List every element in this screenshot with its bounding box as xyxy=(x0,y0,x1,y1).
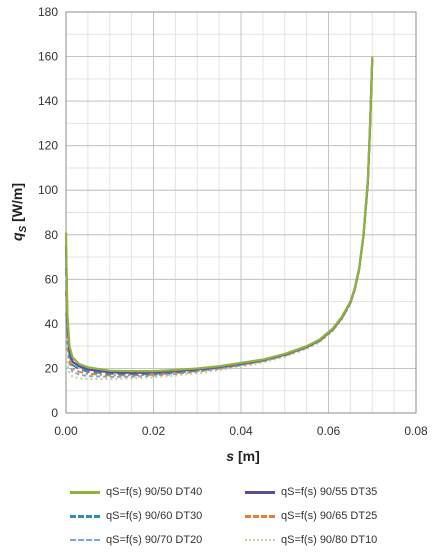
y-tick-label: 100 xyxy=(38,183,58,197)
legend-swatch-dt40 xyxy=(70,490,100,494)
y-axis-label: qS [W/m] xyxy=(9,183,29,241)
legend-item-dt10: qS=f(s) 90/80 DT10 xyxy=(245,534,420,546)
legend-label-dt35: qS=f(s) 90/55 DT35 xyxy=(281,486,378,498)
y-tick-label: 140 xyxy=(38,94,58,108)
y-tick-label: 20 xyxy=(45,361,59,375)
legend-item-dt40: qS=f(s) 90/50 DT40 xyxy=(70,486,245,498)
y-tick-label: 120 xyxy=(38,139,58,153)
plot-area-frame xyxy=(65,11,417,414)
legend-swatch-dt25 xyxy=(245,514,275,518)
x-tick-label: 0.00 xyxy=(54,424,78,438)
x-axis-label-unit: [m] xyxy=(234,448,260,464)
legend-label-dt30: qS=f(s) 90/60 DT30 xyxy=(106,510,203,522)
chart-legend: qS=f(s) 90/50 DT40 qS=f(s) 90/55 DT35 qS… xyxy=(70,480,430,552)
legend-row: qS=f(s) 90/50 DT40 qS=f(s) 90/55 DT35 xyxy=(70,480,430,504)
x-tick-label: 0.04 xyxy=(229,424,253,438)
x-axis-tick-labels: 0.00 0.02 0.04 0.06 0.08 xyxy=(54,424,428,438)
x-axis-label-symbol: s xyxy=(226,448,234,464)
y-axis-label-unit: [W/m] xyxy=(9,183,25,226)
legend-swatch-dt30 xyxy=(70,514,100,518)
series-line-0 xyxy=(64,56,374,373)
legend-swatch-dt20 xyxy=(70,539,100,541)
legend-swatch-dt10 xyxy=(245,539,275,541)
x-tick-label: 0.08 xyxy=(404,424,428,438)
x-axis-label: s [m] xyxy=(226,448,259,464)
y-tick-label: 40 xyxy=(45,317,59,331)
legend-label-dt25: qS=f(s) 90/65 DT25 xyxy=(281,510,378,522)
legend-row: qS=f(s) 90/70 DT20 qS=f(s) 90/80 DT10 xyxy=(70,528,430,552)
legend-item-dt35: qS=f(s) 90/55 DT35 xyxy=(245,486,420,498)
y-tick-label: 60 xyxy=(45,272,59,286)
legend-label-dt20: qS=f(s) 90/70 DT20 xyxy=(106,534,203,546)
y-axis-tick-labels: 0 20 40 60 80 100 120 140 160 180 xyxy=(38,5,58,420)
y-axis-label-symbol: q xyxy=(9,232,25,241)
y-tick-label: 160 xyxy=(38,50,58,64)
legend-item-dt30: qS=f(s) 90/60 DT30 xyxy=(70,510,245,522)
y-tick-label: 80 xyxy=(45,228,59,242)
x-tick-label: 0.06 xyxy=(317,424,341,438)
x-tick-label: 0.02 xyxy=(142,424,166,438)
legend-label-dt40: qS=f(s) 90/50 DT40 xyxy=(106,486,203,498)
legend-label-dt10: qS=f(s) 90/80 DT10 xyxy=(281,534,378,546)
y-axis-label-subscript: S xyxy=(18,225,29,232)
legend-swatch-dt35 xyxy=(245,490,275,494)
y-tick-label: 0 xyxy=(51,406,58,420)
legend-row: qS=f(s) 90/60 DT30 qS=f(s) 90/65 DT25 xyxy=(70,504,430,528)
legend-item-dt25: qS=f(s) 90/65 DT25 xyxy=(245,510,420,522)
legend-item-dt20: qS=f(s) 90/70 DT20 xyxy=(70,534,245,546)
y-tick-label: 180 xyxy=(38,5,58,19)
series-lines xyxy=(64,56,374,381)
series-line-5 xyxy=(65,63,374,381)
